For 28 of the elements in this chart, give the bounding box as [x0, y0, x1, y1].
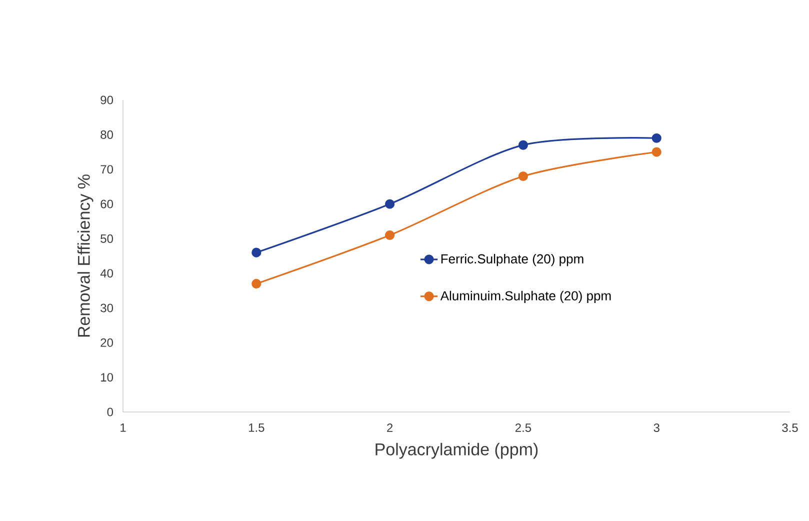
- y-axis-title: Removal Efficiency %: [77, 174, 94, 337]
- y-tick-label: 70: [100, 165, 114, 174]
- x-axis-title: Polyacrylamide (ppm): [376, 442, 538, 459]
- legend-label: Aluminuim.Sulphate (20) ppm: [440, 290, 611, 303]
- point: [252, 248, 262, 258]
- point: [652, 133, 662, 143]
- legend-label: Ferric.Sulphate (20) ppm: [441, 254, 584, 266]
- x-tick-label: 1: [120, 424, 126, 432]
- y-tick-label: 20: [100, 338, 114, 347]
- point: [518, 140, 528, 150]
- y-tick-label: 90: [100, 96, 114, 104]
- point: [385, 230, 395, 240]
- x-tick-label: 2.5: [515, 424, 532, 432]
- x-tick-label: 1.5: [248, 424, 264, 432]
- point: [652, 147, 662, 157]
- y-tick-label: 50: [100, 234, 114, 243]
- point: [518, 171, 528, 182]
- x-tick-label: 2: [387, 424, 393, 432]
- y-tick-label: 40: [100, 269, 114, 278]
- point: [385, 199, 395, 209]
- y-tick-label: 60: [100, 200, 114, 208]
- y-tick-label: 10: [101, 373, 114, 382]
- y-tick-label: 0: [107, 408, 114, 416]
- y-tick-label: 30: [100, 304, 114, 312]
- y-tick-label: 80: [100, 130, 114, 139]
- x-tick-label: 3: [654, 424, 660, 432]
- point: [252, 278, 262, 289]
- x-tick-label: 3.5: [782, 424, 798, 432]
